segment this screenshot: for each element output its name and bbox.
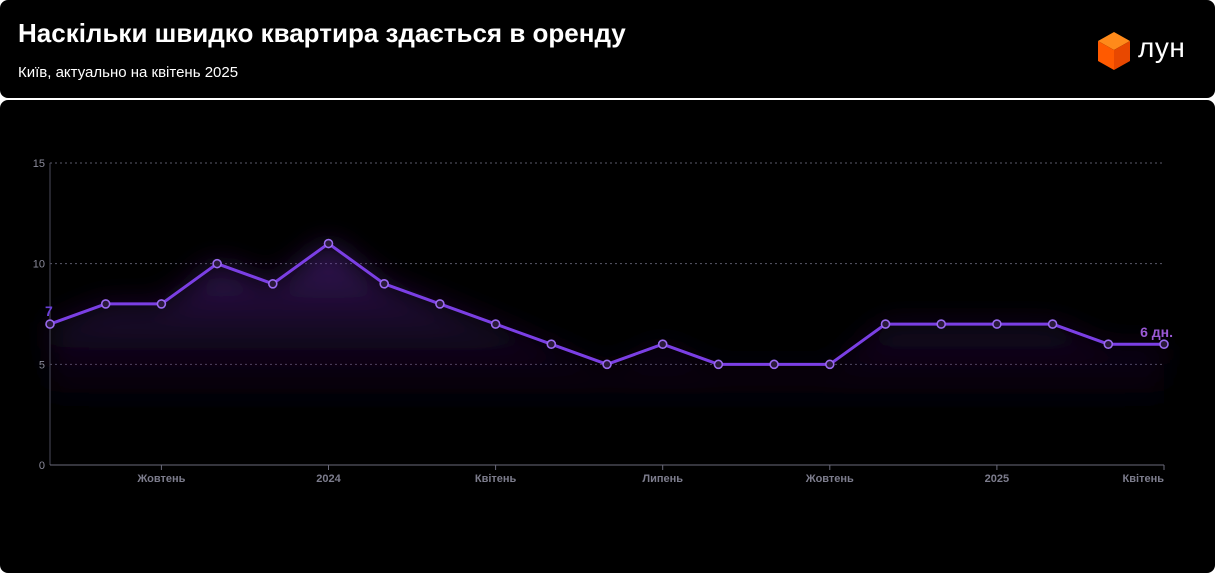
data-point[interactable] — [1159, 339, 1169, 349]
data-point[interactable] — [936, 319, 947, 329]
y-tick-label: 5 — [39, 359, 45, 371]
data-point[interactable] — [769, 359, 779, 370]
page-subtitle: Київ, актуально на квітень 2025 — [18, 64, 239, 81]
data-point[interactable] — [824, 359, 835, 370]
data-point[interactable] — [1103, 339, 1114, 349]
data-point[interactable] — [45, 319, 55, 329]
x-tick-label: Жовтень — [136, 473, 185, 485]
data-point[interactable] — [992, 319, 1002, 329]
x-tick-label: Жовтень — [805, 473, 854, 485]
end-value-label: 6 дн. — [1140, 324, 1173, 340]
data-point[interactable] — [713, 359, 724, 370]
data-point[interactable] — [435, 299, 445, 309]
data-point[interactable] — [379, 279, 390, 289]
data-point[interactable] — [602, 359, 612, 370]
x-tick-label: 2024 — [316, 473, 341, 485]
area-glow — [50, 243, 1164, 445]
data-point[interactable] — [657, 339, 668, 349]
data-point[interactable] — [212, 258, 222, 269]
data-point[interactable] — [880, 319, 891, 329]
header-panel: Наскільки швидко квартира здається в оре… — [0, 0, 1215, 98]
data-point[interactable] — [267, 279, 278, 289]
y-tick-label: 10 — [33, 259, 45, 271]
x-tick-label: Липень — [642, 473, 683, 485]
data-point[interactable] — [156, 299, 167, 309]
page-title: Наскільки швидко квартира здається в оре… — [18, 18, 626, 48]
orange-cube-icon — [1098, 32, 1130, 70]
chart-panel: 0 5 10 15 Жовтень 2024 Квітень Липень Жовтень 202… — [0, 100, 1215, 573]
brand-logo[interactable]: лун — [1096, 30, 1201, 72]
start-value-label: 7 — [45, 303, 53, 319]
y-tick-label: 15 — [33, 158, 45, 170]
x-tick-label: Квітень — [1123, 473, 1165, 485]
data-point[interactable] — [490, 319, 501, 329]
y-tick-label: 0 — [39, 460, 45, 472]
x-tick-label: Квітень — [475, 473, 517, 485]
line-chart: 0 5 10 15 Жовтень 2024 Квітень Липень Жовтень 202… — [33, 158, 1173, 485]
data-point[interactable] — [1047, 319, 1058, 329]
x-tick-label: 2025 — [985, 473, 1009, 485]
brand-name: лун — [1138, 32, 1186, 63]
data-point[interactable] — [546, 339, 557, 349]
data-point[interactable] — [323, 238, 334, 249]
data-point[interactable] — [100, 299, 111, 309]
